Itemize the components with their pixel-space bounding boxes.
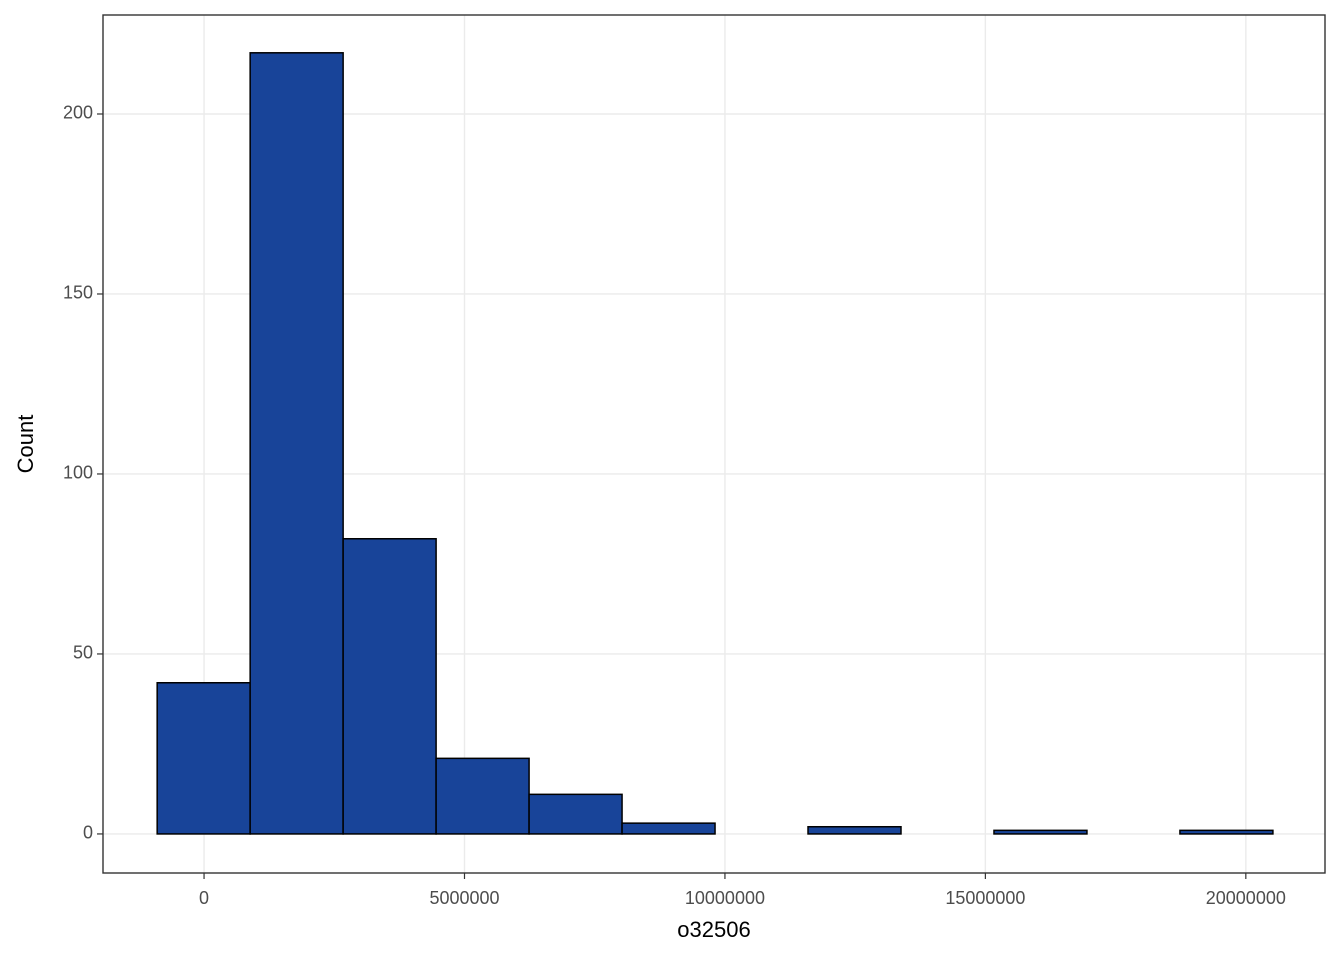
panel-border [102,14,1326,874]
x-tick-label: 10000000 [685,888,765,908]
bar [156,682,251,835]
y-tick-label: 150 [63,283,93,303]
bar [621,822,716,835]
bar [807,825,902,835]
bar [1179,829,1274,835]
bar [249,52,344,835]
y-tick-label: 100 [63,463,93,483]
x-axis-title: o32506 [677,917,750,942]
x-tick-label: 20000000 [1206,888,1286,908]
bar [993,829,1088,835]
bar [435,757,530,835]
bar [342,538,437,835]
x-tick-label: 15000000 [945,888,1025,908]
y-tick-label: 50 [73,643,93,663]
bar [528,793,623,835]
y-axis-title: Count [13,415,38,474]
y-tick-label: 200 [63,103,93,123]
x-tick-label: 5000000 [429,888,499,908]
y-tick-label: 0 [83,823,93,843]
x-tick-label: 0 [199,888,209,908]
